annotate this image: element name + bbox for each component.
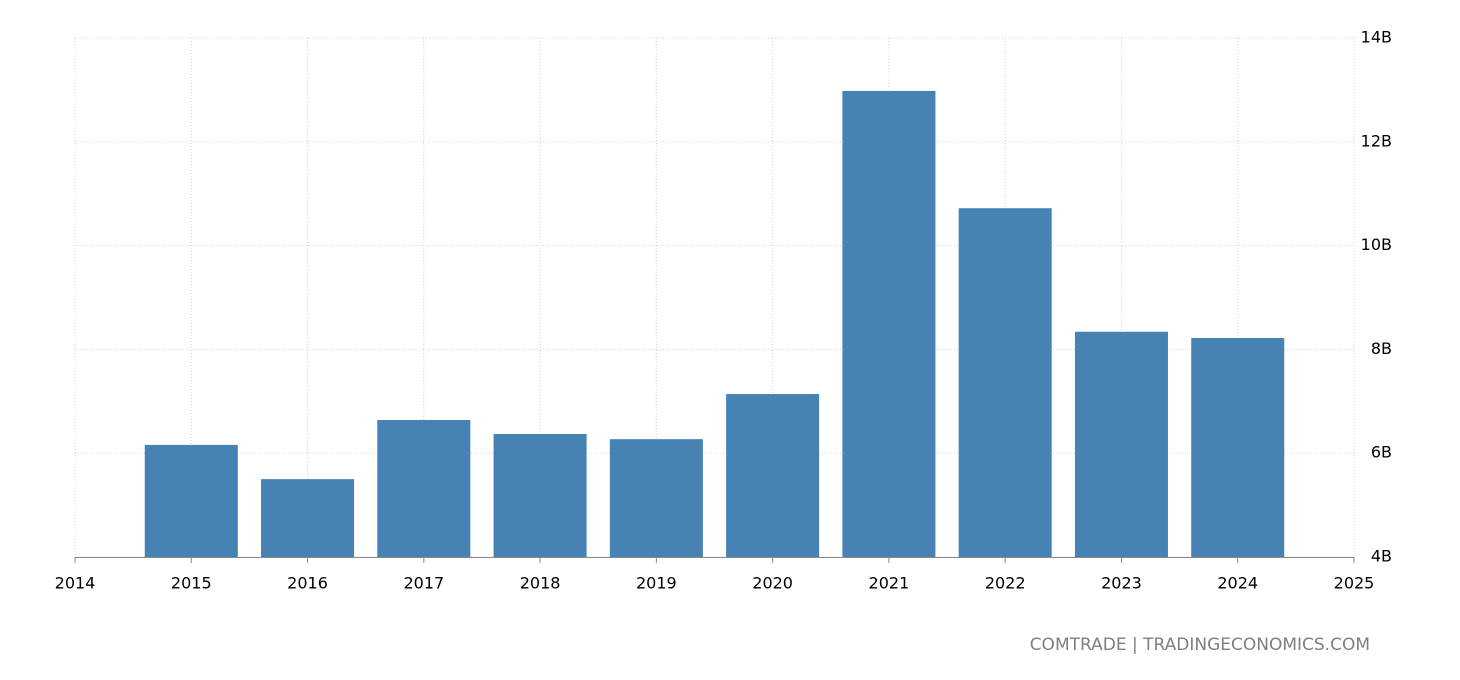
y-tick-label: 14B (1361, 28, 1392, 47)
x-tick-label: 2016 (287, 574, 328, 593)
bar (144, 444, 238, 557)
x-tick-label: 2014 (55, 574, 96, 593)
y-tick-label: 10B (1361, 235, 1392, 254)
bar (261, 479, 355, 557)
x-tick-label: 2021 (869, 574, 910, 593)
x-tick-label: 2023 (1101, 574, 1142, 593)
x-tick-label: 2019 (636, 574, 677, 593)
y-tick-label: 4B (1371, 547, 1392, 566)
x-tick-label: 2018 (520, 574, 561, 593)
y-tick-label: 12B (1361, 131, 1392, 150)
x-tick-label: 2020 (752, 574, 793, 593)
x-tick-label: 2022 (985, 574, 1026, 593)
y-tick-label: 6B (1371, 443, 1392, 462)
y-tick-label: 8B (1371, 339, 1392, 358)
bar (493, 433, 587, 557)
bar (1074, 331, 1168, 557)
bar (842, 90, 936, 558)
x-tick-label: 2015 (171, 574, 212, 593)
x-tick-label: 2017 (403, 574, 444, 593)
bar (958, 208, 1052, 557)
bar (609, 439, 703, 557)
x-tick-label: 2025 (1334, 574, 1375, 593)
source: COMTRADE | TRADINGECONOMICS.COM (1030, 635, 1370, 655)
bar (726, 394, 820, 557)
x-tick-label: 2024 (1217, 574, 1258, 593)
bar (1191, 337, 1285, 557)
bar (377, 419, 471, 557)
